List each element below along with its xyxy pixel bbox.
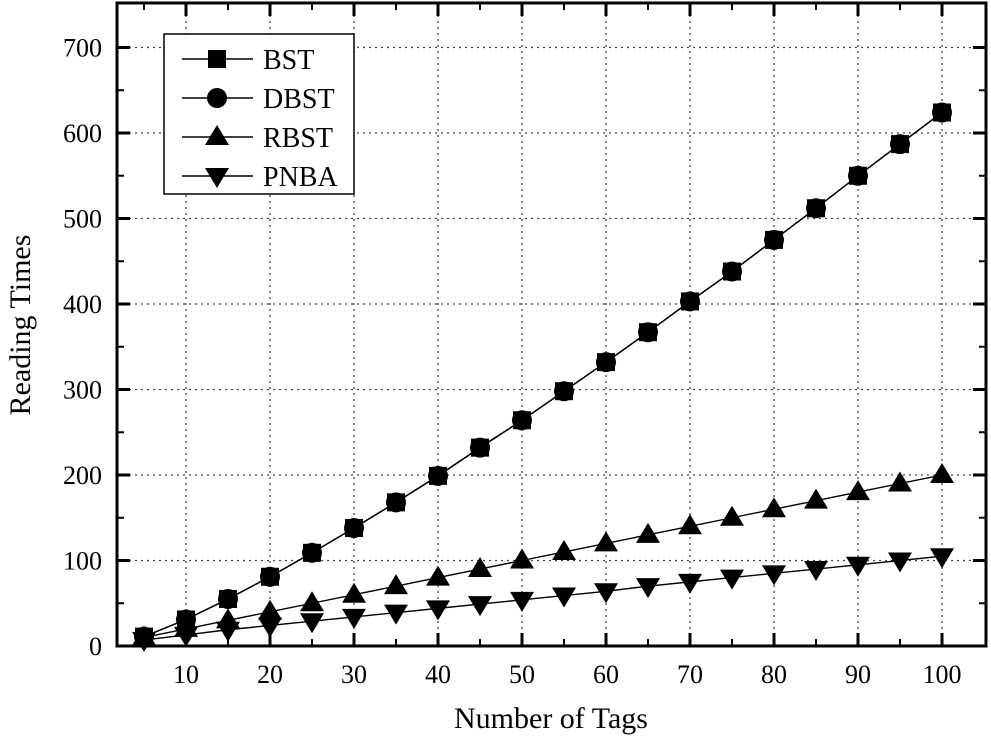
x-tick-label: 60 bbox=[593, 660, 619, 689]
legend: BST DBST RBST PNBA bbox=[163, 33, 355, 195]
circle-marker-icon bbox=[848, 165, 868, 186]
y-axis-tick-labels: 0 100 200 300 400 500 600 700 bbox=[63, 34, 102, 662]
triangle-down-marker-icon bbox=[804, 561, 828, 582]
x-tick-label: 100 bbox=[923, 660, 962, 689]
triangle-down-marker-icon bbox=[720, 569, 744, 590]
triangle-up-marker-icon bbox=[636, 522, 660, 543]
triangle-down-marker-icon bbox=[510, 591, 534, 612]
legend-label: DBST bbox=[263, 84, 335, 115]
triangle-up-legend-icon bbox=[205, 125, 229, 145]
y-axis-title: Reading Times bbox=[4, 235, 37, 416]
y-tick-label: 300 bbox=[63, 376, 102, 405]
triangle-up-marker-icon bbox=[384, 574, 408, 595]
circle-legend-icon bbox=[207, 88, 227, 108]
y-tick-label: 200 bbox=[63, 461, 102, 490]
triangle-up-marker-icon bbox=[468, 557, 492, 578]
legend-label: BST bbox=[263, 45, 314, 76]
x-tick-label: 10 bbox=[173, 660, 199, 689]
circle-marker-icon bbox=[806, 198, 826, 219]
square-legend-icon bbox=[208, 50, 226, 68]
legend-label: PNBA bbox=[263, 162, 338, 193]
circle-marker-icon bbox=[722, 261, 742, 282]
triangle-up-marker-icon bbox=[762, 497, 786, 518]
x-axis-title: Number of Tags bbox=[454, 702, 648, 735]
y-tick-label: 0 bbox=[89, 632, 102, 661]
triangle-down-marker-icon bbox=[678, 573, 702, 594]
triangle-down-marker-icon bbox=[342, 608, 366, 629]
triangle-up-marker-icon bbox=[846, 480, 870, 501]
circle-marker-icon bbox=[386, 492, 406, 513]
series-rbst bbox=[132, 463, 954, 646]
triangle-up-marker-icon bbox=[678, 514, 702, 535]
circle-marker-icon bbox=[512, 410, 532, 431]
triangle-down-marker-icon bbox=[300, 613, 324, 634]
y-tick-label: 700 bbox=[63, 34, 102, 63]
triangle-up-marker-icon bbox=[510, 548, 534, 569]
circle-marker-icon bbox=[260, 566, 280, 587]
triangle-up-marker-icon bbox=[804, 488, 828, 509]
circle-marker-icon bbox=[680, 291, 700, 312]
triangle-up-marker-icon bbox=[426, 565, 450, 586]
triangle-down-marker-icon bbox=[888, 552, 912, 573]
triangle-down-marker-icon bbox=[552, 587, 576, 608]
circle-marker-icon bbox=[428, 465, 448, 486]
triangle-down-marker-icon bbox=[216, 621, 240, 642]
triangle-up-marker-icon bbox=[342, 582, 366, 603]
x-tick-label: 80 bbox=[761, 660, 787, 689]
triangle-down-marker-icon bbox=[258, 617, 282, 638]
x-tick-label: 50 bbox=[509, 660, 535, 689]
x-axis-tick-labels: 10 20 30 40 50 60 70 80 90 100 bbox=[173, 660, 962, 689]
x-tick-label: 40 bbox=[425, 660, 451, 689]
legend-box bbox=[163, 33, 355, 195]
circle-marker-icon bbox=[596, 352, 616, 373]
axis-ticks bbox=[117, 3, 986, 648]
circle-marker-icon bbox=[890, 134, 910, 155]
triangle-up-marker-icon bbox=[300, 591, 324, 612]
triangle-up-marker-icon bbox=[888, 471, 912, 492]
plot-frame bbox=[115, 1, 988, 648]
circle-marker-icon bbox=[638, 322, 658, 343]
triangle-down-marker-icon bbox=[846, 556, 870, 577]
triangle-up-marker-icon bbox=[930, 463, 954, 483]
legend-item-bst: BST bbox=[182, 45, 314, 76]
triangle-down-marker-icon bbox=[762, 565, 786, 586]
legend-label: RBST bbox=[263, 123, 333, 154]
circle-marker-icon bbox=[344, 518, 364, 539]
circle-marker-icon bbox=[470, 437, 490, 458]
legend-item-pnba: PNBA bbox=[182, 162, 338, 193]
circle-marker-icon bbox=[554, 381, 574, 402]
plot-series bbox=[132, 102, 954, 653]
x-tick-label: 30 bbox=[341, 660, 367, 689]
triangle-down-marker-icon bbox=[930, 548, 954, 569]
series-pnba bbox=[132, 548, 954, 653]
y-tick-label: 100 bbox=[63, 547, 102, 576]
circle-marker-icon bbox=[302, 542, 322, 563]
circle-marker-icon bbox=[218, 588, 238, 609]
triangle-down-legend-icon bbox=[205, 168, 229, 188]
y-tick-label: 600 bbox=[63, 119, 102, 148]
circle-marker-icon bbox=[764, 229, 784, 250]
triangle-up-marker-icon bbox=[552, 539, 576, 560]
triangle-up-marker-icon bbox=[594, 531, 618, 552]
legend-item-dbst: DBST bbox=[182, 84, 335, 115]
triangle-down-marker-icon bbox=[384, 604, 408, 625]
x-tick-label: 70 bbox=[677, 660, 703, 689]
x-tick-label: 90 bbox=[845, 660, 871, 689]
triangle-up-marker-icon bbox=[720, 505, 744, 526]
y-tick-label: 500 bbox=[63, 205, 102, 234]
triangle-down-marker-icon bbox=[426, 600, 450, 621]
series-dbst bbox=[134, 102, 952, 647]
triangle-down-marker-icon bbox=[594, 583, 618, 604]
triangle-down-marker-icon bbox=[468, 596, 492, 617]
circle-marker-icon bbox=[932, 102, 952, 123]
triangle-up-marker-icon bbox=[258, 599, 282, 620]
x-tick-label: 20 bbox=[257, 660, 283, 689]
y-tick-label: 400 bbox=[63, 290, 102, 319]
triangle-down-marker-icon bbox=[636, 578, 660, 599]
legend-item-rbst: RBST bbox=[182, 123, 333, 154]
